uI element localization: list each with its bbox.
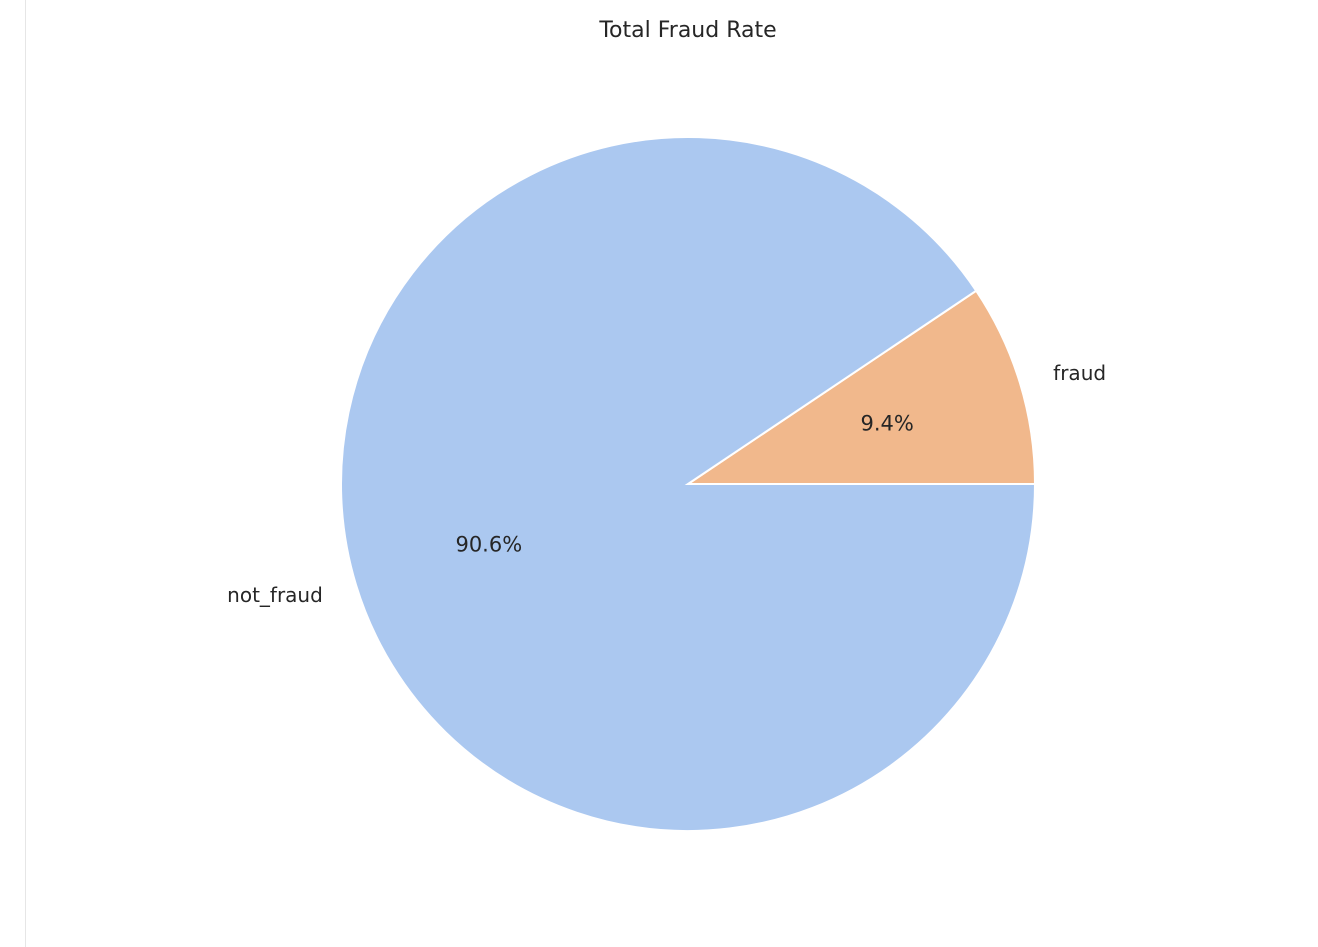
- pct-label-not-fraud: 90.6%: [455, 533, 522, 557]
- pie-slice-not-fraud: [340, 136, 1037, 832]
- chart-title: Total Fraud Rate: [598, 18, 776, 43]
- slice-label-not-fraud: not_fraud: [227, 583, 323, 607]
- pie-labels: 9.4% fraud 90.6% not_fraud: [227, 361, 1106, 607]
- panel-left-border: [25, 0, 26, 947]
- pie-slice-fraud: [684, 289, 1037, 485]
- pie-slices: [340, 136, 1037, 832]
- slice-label-fraud: fraud: [1053, 361, 1106, 385]
- pct-label-fraud: 9.4%: [861, 411, 914, 435]
